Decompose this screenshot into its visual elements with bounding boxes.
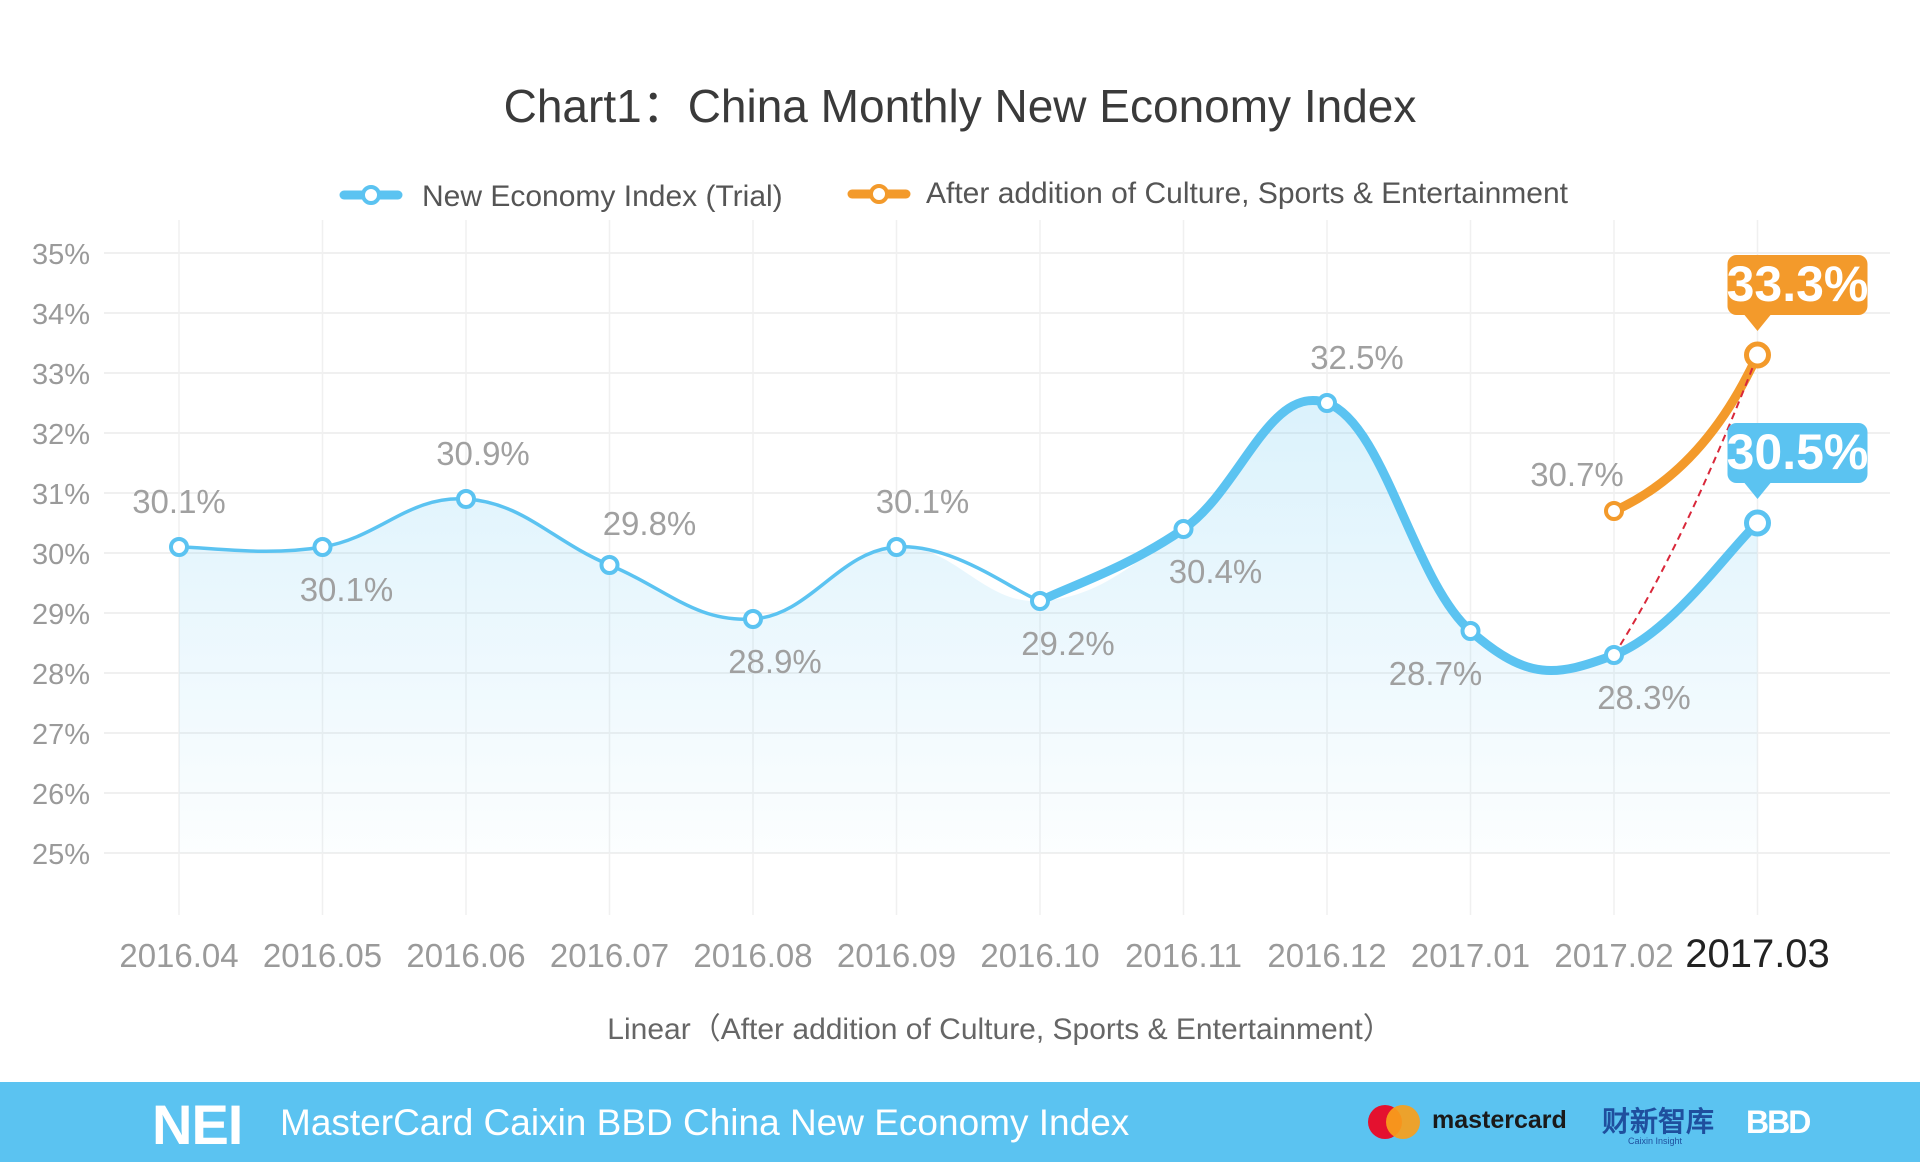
footer-bar: NEI MasterCard Caixin BBD China New Econ… xyxy=(0,1082,1920,1162)
data-label-blue: 30.9% xyxy=(436,435,530,472)
data-point-orange xyxy=(1604,501,1624,521)
data-label-blue: 29.8% xyxy=(603,505,697,542)
x-tick-label: 2017.01 xyxy=(1411,937,1530,974)
data-point-blue xyxy=(599,555,620,575)
callout-blue-pointer xyxy=(1744,483,1771,499)
data-label-blue: 30.1% xyxy=(132,483,226,520)
callout-orange-box xyxy=(1727,255,1868,315)
data-point-blue xyxy=(743,609,763,629)
data-point-blue xyxy=(1317,393,1337,413)
footer-title: MasterCard Caixin BBD China New Economy … xyxy=(280,1102,1130,1143)
caixin-insight-logo: 财新智库 xyxy=(1602,1105,1715,1138)
x-axis: 2016.04 2016.05 2016.06 2016.07 2016.08 2016.… xyxy=(119,932,1829,976)
x-tick-label: 2016.04 xyxy=(119,937,238,974)
data-point-blue xyxy=(1030,591,1050,611)
series-line-orange xyxy=(1609,350,1762,516)
data-label-blue: 29.2% xyxy=(1021,625,1115,662)
data-label-blue: 32.5% xyxy=(1310,339,1404,376)
x-tick-label: 2016.10 xyxy=(980,937,1099,974)
trend-line-dashed xyxy=(1613,354,1759,656)
x-tick-label: 2016.06 xyxy=(406,937,525,974)
chart: Chart1：China Monthly New Economy Index N… xyxy=(32,80,1890,1046)
caixin-insight-sub: Caixin Insight xyxy=(1628,1136,1683,1146)
data-point-blue xyxy=(456,489,476,509)
nei-logo: NEI xyxy=(152,1093,243,1156)
data-points xyxy=(169,341,1771,665)
data-point-blue xyxy=(1460,621,1481,641)
x-axis-caption: Linear（After addition of Culture, Sports… xyxy=(607,1013,1392,1046)
y-axis: 25% 26% 27% 28% 29% 30% 31% 32% 33% 34% 35% xyxy=(32,239,90,871)
y-tick-label: 25% xyxy=(32,839,90,871)
mastercard-wordmark: mastercard xyxy=(1432,1106,1567,1134)
data-label-blue: 28.9% xyxy=(728,643,822,680)
chart-title: Chart1：China Monthly New Economy Index xyxy=(504,80,1417,132)
x-tick-label: 2016.11 xyxy=(1125,937,1242,974)
x-tick-label: 2016.07 xyxy=(550,937,669,974)
data-label-blue: 28.7% xyxy=(1389,655,1483,692)
data-point-blue xyxy=(1744,509,1771,537)
legend-label-blue: New Economy Index (Trial) xyxy=(422,180,783,213)
x-tick-label: 2016.09 xyxy=(837,937,956,974)
y-tick-label: 31% xyxy=(32,479,90,511)
legend-marker-orange xyxy=(869,184,889,204)
area-fill-blue xyxy=(179,400,1758,853)
y-tick-label: 34% xyxy=(32,299,90,331)
x-tick-label: 2016.12 xyxy=(1267,937,1386,974)
data-label-blue: 28.3% xyxy=(1597,679,1691,716)
y-tick-label: 29% xyxy=(32,599,90,631)
legend: New Economy Index (Trial) After addition… xyxy=(339,177,1569,213)
callout-blue-text: 30.5% xyxy=(1727,424,1869,480)
data-labels: 30.1% 30.1% 30.9% 29.8% 28.9% 30.1% 29.2% 30.4%… xyxy=(132,339,1691,716)
y-tick-label: 33% xyxy=(32,359,90,391)
x-tick-label: 2016.08 xyxy=(693,937,812,974)
y-tick-label: 32% xyxy=(32,419,90,451)
data-point-orange xyxy=(1744,341,1771,369)
data-point-blue xyxy=(886,537,907,557)
y-tick-label: 35% xyxy=(32,239,90,271)
legend-label-orange: After addition of Culture, Sports & Ente… xyxy=(926,177,1569,210)
callout-orange-text: 33.3% xyxy=(1727,256,1869,312)
y-tick-label: 26% xyxy=(32,779,90,811)
x-tick-label: 2017.03 xyxy=(1685,932,1830,976)
y-tick-label: 30% xyxy=(32,539,90,571)
y-tick-label: 28% xyxy=(32,659,90,691)
data-point-blue xyxy=(169,537,189,557)
data-point-blue xyxy=(1604,645,1624,665)
data-label-blue: 30.4% xyxy=(1169,553,1263,590)
data-label-blue: 30.1% xyxy=(300,571,394,608)
data-point-blue xyxy=(312,537,333,557)
mastercard-logo-icon xyxy=(1368,1105,1420,1139)
area-fill xyxy=(179,400,1758,853)
callout-blue-box xyxy=(1727,423,1868,483)
data-label-orange: 30.7% xyxy=(1530,456,1624,493)
x-tick-label: 2016.05 xyxy=(263,937,382,974)
callouts: 33.3% 30.5% xyxy=(1727,255,1869,499)
y-tick-label: 27% xyxy=(32,719,90,751)
x-tick-label: 2017.02 xyxy=(1554,937,1673,974)
legend-marker-blue xyxy=(361,185,381,205)
data-point-blue xyxy=(1173,519,1194,539)
data-label-blue: 30.1% xyxy=(876,483,970,520)
callout-orange-pointer xyxy=(1744,315,1771,331)
bbd-logo: BBD xyxy=(1746,1104,1811,1140)
